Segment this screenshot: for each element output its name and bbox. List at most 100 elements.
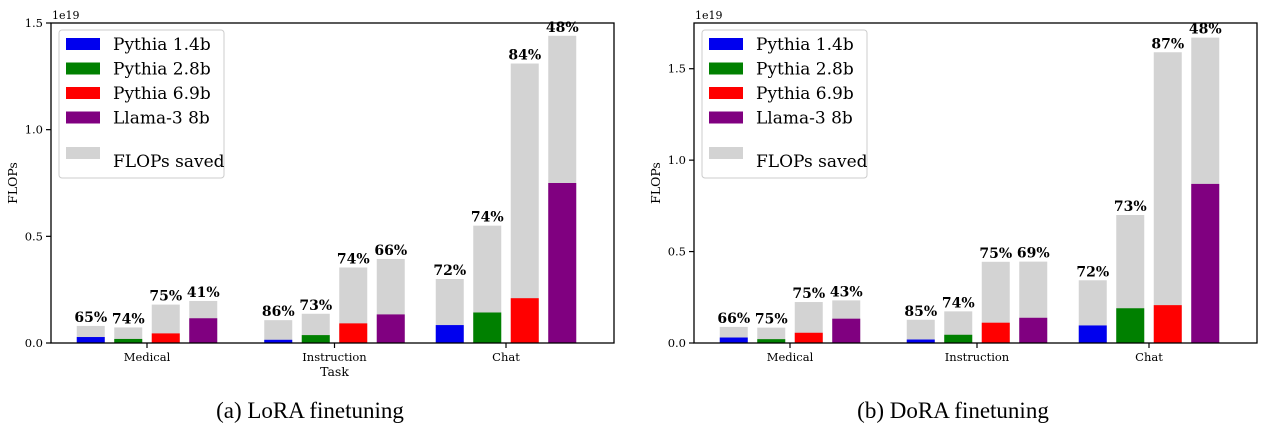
bar-used-pythia-1-4b-medical <box>76 337 105 343</box>
saved-percent-label: 43% <box>830 284 863 300</box>
legend: Pythia 1.4b Pythia 2.8b Pythia 6.9b Llama-3… <box>701 29 868 179</box>
legend-swatch <box>709 62 743 75</box>
saved-percent-label: 75% <box>979 246 1012 262</box>
legend-swatch <box>66 38 100 50</box>
y-tick-label: 0.0 <box>668 336 686 350</box>
bar-used-pythia-1-4b-chat <box>1078 325 1107 343</box>
saved-percent-label: 66% <box>374 243 407 259</box>
bar-used-llama-3-8b-chat <box>1191 183 1220 343</box>
saved-percent-label: 85% <box>904 304 937 320</box>
y-tick-label: 1.5 <box>668 62 686 76</box>
x-tick-label: Medical <box>767 350 814 364</box>
saved-percent-label: 75% <box>149 289 182 305</box>
saved-percent-label: 73% <box>1114 199 1147 215</box>
saved-percent-label: 84% <box>508 48 541 64</box>
y-tick-label: 0.5 <box>25 229 43 243</box>
y-axis-exponent: 1e19 <box>695 9 723 22</box>
y-tick-label: 1.0 <box>668 153 686 167</box>
saved-percent-label: 74% <box>942 295 975 311</box>
saved-percent-label: 48% <box>546 20 579 36</box>
legend-label: Pythia 1.4b <box>756 35 854 55</box>
plot-frame <box>50 22 615 344</box>
bar-saved-pythia-6-9b-chat <box>510 63 539 344</box>
bar-used-pythia-1-4b-instruction <box>264 339 293 343</box>
saved-percent-label: 75% <box>792 286 825 302</box>
bar-used-pythia-2-8b-instruction <box>944 334 973 343</box>
saved-percent-label: 74% <box>337 251 370 267</box>
bar-used-pythia-2-8b-chat <box>473 312 502 343</box>
legend-label: Pythia 6.9b <box>113 84 211 104</box>
bar-used-pythia-6-9b-medical <box>794 332 823 343</box>
y-tick-label: 1.0 <box>25 123 43 137</box>
saved-percent-label: 87% <box>1151 36 1184 52</box>
saved-percent-label: 65% <box>74 310 107 326</box>
figure-caption: (b) DoRA finetuning <box>857 398 1049 423</box>
legend-swatch-saved <box>709 147 743 159</box>
legend-label: Llama-3 8b <box>113 109 210 129</box>
saved-percent-label: 41% <box>187 285 220 301</box>
bar-used-pythia-6-9b-instruction <box>981 322 1010 343</box>
legend-label-saved: FLOPs saved <box>113 152 225 172</box>
legend-swatch <box>709 111 743 124</box>
bar-used-llama-3-8b-chat <box>548 183 577 343</box>
legend-swatch <box>66 62 100 75</box>
legend-swatch <box>709 87 743 99</box>
bar-used-pythia-2-8b-medical <box>114 338 143 343</box>
chart-panel-dora: 66% 85%72%75%74%73%75%75%87%43%69%48%0.00… <box>648 9 1258 423</box>
saved-percent-label: 66% <box>717 311 750 327</box>
bar-saved-pythia-1-4b-instruction <box>264 320 293 343</box>
legend-label: Pythia 1.4b <box>113 35 211 55</box>
saved-percent-label: 75% <box>755 312 788 328</box>
bar-used-pythia-6-9b-chat <box>510 298 539 343</box>
bar-used-pythia-2-8b-chat <box>1116 308 1145 343</box>
x-axis-label: Task <box>320 364 349 379</box>
saved-percent-label: 72% <box>433 263 466 279</box>
legend-swatch <box>66 87 100 99</box>
y-tick-label: 1.5 <box>25 16 43 30</box>
bar-used-pythia-2-8b-instruction <box>301 335 330 343</box>
figure-caption: (a) LoRA finetuning <box>216 398 404 423</box>
saved-percent-label: 74% <box>112 311 145 327</box>
saved-percent-label: 74% <box>471 210 504 226</box>
legend-box <box>701 29 868 179</box>
x-tick-label: Chat <box>1135 350 1163 364</box>
legend-swatch-saved <box>66 147 100 159</box>
legend: Pythia 1.4b Pythia 2.8b Pythia 6.9b Llama-3… <box>58 29 225 179</box>
bar-used-pythia-1-4b-medical <box>719 337 748 343</box>
bar-used-pythia-1-4b-instruction <box>906 339 935 343</box>
bar-used-pythia-1-4b-chat <box>435 325 464 343</box>
saved-percent-label: 48% <box>1189 22 1222 38</box>
bar-used-pythia-2-8b-medical <box>757 339 786 343</box>
bar-used-pythia-6-9b-medical <box>151 333 180 343</box>
y-axis-label: FLOPs <box>648 162 663 204</box>
x-tick-label: Instruction <box>302 350 367 364</box>
x-tick-label: Instruction <box>945 350 1010 364</box>
chart-panel-lora: 65% 86%72%74%73%74%75%74%84%41%66%48%0.00… <box>5 9 615 423</box>
saved-percent-label: 72% <box>1076 264 1109 280</box>
plot-frame <box>693 22 1258 344</box>
saved-percent-label: 69% <box>1017 246 1050 262</box>
y-tick-label: 0.5 <box>668 245 686 259</box>
bar-used-pythia-6-9b-instruction <box>339 323 368 343</box>
legend-box <box>58 29 225 179</box>
bar-saved-pythia-6-9b-chat <box>1153 52 1182 343</box>
bar-used-llama-3-8b-instruction <box>376 314 405 343</box>
saved-percent-label: 73% <box>299 298 332 314</box>
bar-used-llama-3-8b-instruction <box>1019 317 1048 343</box>
legend-label: Pythia 6.9b <box>756 84 854 104</box>
legend-swatch <box>709 38 743 50</box>
x-tick-label: Medical <box>124 350 171 364</box>
legend-label: Llama-3 8b <box>756 109 853 129</box>
bar-used-pythia-6-9b-chat <box>1153 305 1182 343</box>
legend-label: Pythia 2.8b <box>113 60 211 80</box>
saved-percent-label: 86% <box>262 304 295 320</box>
y-tick-label: 0.0 <box>25 336 43 350</box>
bar-saved-pythia-1-4b-instruction <box>906 319 935 343</box>
bar-used-llama-3-8b-medical <box>832 318 861 343</box>
y-axis-exponent: 1e19 <box>52 9 80 22</box>
bar-used-llama-3-8b-medical <box>189 318 218 343</box>
legend-label-saved: FLOPs saved <box>756 152 868 172</box>
x-tick-label: Chat <box>492 350 520 364</box>
y-axis-label: FLOPs <box>5 162 20 204</box>
